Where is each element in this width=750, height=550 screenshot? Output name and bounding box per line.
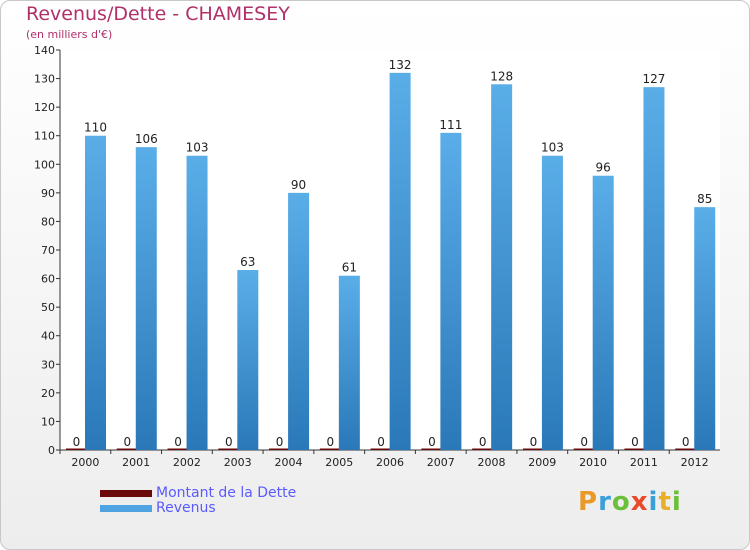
data-label-dette: 0 [479, 435, 487, 449]
y-tick-label: 10 [41, 415, 55, 428]
x-tick-label: 2007 [427, 456, 455, 469]
data-label-revenus: 111 [439, 118, 462, 132]
bar-revenus [541, 155, 563, 450]
data-label-dette: 0 [631, 435, 639, 449]
proxiti-logo: Proxiti [578, 487, 682, 517]
data-label-revenus: 103 [541, 141, 564, 155]
x-tick-label: 2008 [478, 456, 506, 469]
x-tick-label: 2000 [71, 456, 99, 469]
legend-label-dette: Montant de la Dette [156, 485, 297, 501]
data-label-revenus: 128 [490, 69, 513, 83]
bar-dette [269, 448, 291, 450]
y-tick-label: 70 [41, 244, 55, 257]
x-tick-label: 2010 [579, 456, 607, 469]
data-label-revenus: 103 [186, 141, 209, 155]
bar-revenus [491, 84, 513, 451]
bar-dette [624, 448, 646, 450]
bar-dette [319, 448, 341, 450]
data-label-dette: 0 [327, 435, 335, 449]
data-label-dette: 0 [377, 435, 385, 449]
data-label-dette: 0 [428, 435, 436, 449]
bar-revenus [389, 72, 411, 450]
legend-swatch-revenus [100, 505, 152, 512]
data-label-revenus: 106 [135, 132, 158, 146]
logo-letter: i [671, 487, 682, 517]
data-label-dette: 0 [580, 435, 588, 449]
data-label-dette: 0 [123, 435, 131, 449]
data-label-dette: 0 [174, 435, 182, 449]
y-tick-label: 60 [41, 273, 55, 286]
bar-dette [675, 448, 697, 450]
y-tick-label: 40 [41, 330, 55, 343]
bar-revenus [338, 275, 360, 450]
data-label-revenus: 63 [240, 255, 255, 269]
data-label-revenus: 132 [389, 58, 412, 72]
bar-revenus [237, 270, 259, 450]
data-label-revenus: 90 [291, 178, 306, 192]
data-label-dette: 0 [682, 435, 690, 449]
bar-revenus [85, 135, 106, 450]
data-label-revenus: 96 [596, 161, 611, 175]
bar-dette [66, 448, 87, 450]
logo-letter: x [630, 487, 649, 517]
data-label-dette: 0 [530, 435, 538, 449]
x-tick-label: 2011 [630, 456, 658, 469]
bar-dette [573, 448, 595, 450]
x-tick-label: 2002 [173, 456, 201, 469]
bar-revenus [288, 192, 310, 450]
data-label-revenus: 61 [342, 261, 357, 275]
bar-dette [218, 448, 240, 450]
y-tick-label: 20 [41, 387, 55, 400]
y-tick-label: 90 [41, 187, 55, 200]
y-tick-label: 140 [34, 44, 55, 57]
data-label-revenus: 85 [697, 192, 712, 206]
bar-revenus [135, 147, 157, 450]
y-tick-label: 50 [41, 301, 55, 314]
data-label-revenus: 127 [643, 72, 666, 86]
logo-letter: t [658, 487, 672, 517]
data-label-dette: 0 [225, 435, 233, 449]
logo-letter: o [611, 487, 631, 517]
y-tick-label: 30 [41, 358, 55, 371]
bar-revenus [643, 87, 665, 451]
y-tick-label: 130 [34, 73, 55, 86]
bar-dette [421, 448, 443, 450]
chart-subtitle: (en milliers d'€) [26, 28, 113, 41]
x-tick-label: 2005 [325, 456, 353, 469]
data-label-revenus: 110 [84, 121, 107, 135]
x-tick-label: 2012 [681, 456, 709, 469]
data-label-dette: 0 [73, 435, 81, 449]
x-tick-label: 2001 [122, 456, 150, 469]
y-tick-label: 110 [34, 130, 55, 143]
bar-dette [370, 448, 392, 450]
bar-dette [472, 448, 494, 450]
bar-revenus [440, 132, 462, 450]
x-tick-label: 2009 [528, 456, 556, 469]
y-tick-label: 0 [48, 444, 55, 457]
chart-title: Revenus/Dette - CHAMESEY [26, 3, 290, 25]
bar-revenus [186, 155, 208, 450]
x-tick-label: 2006 [376, 456, 404, 469]
x-tick-label: 2003 [224, 456, 252, 469]
bar-dette [116, 448, 138, 450]
x-tick-label: 2004 [274, 456, 302, 469]
logo-letter: P [578, 487, 599, 517]
y-tick-label: 120 [34, 101, 55, 114]
y-tick-label: 100 [34, 158, 55, 171]
bar-dette [167, 448, 189, 450]
logo-letter: r [598, 487, 612, 517]
bar-revenus [694, 207, 716, 450]
data-label-dette: 0 [276, 435, 284, 449]
bar-dette [522, 448, 544, 450]
y-tick-label: 80 [41, 215, 55, 228]
logo-letter: i [648, 487, 659, 517]
legend-swatch-dette [100, 490, 152, 497]
legend-label-revenus: Revenus [156, 500, 216, 516]
bar-revenus [592, 175, 614, 450]
